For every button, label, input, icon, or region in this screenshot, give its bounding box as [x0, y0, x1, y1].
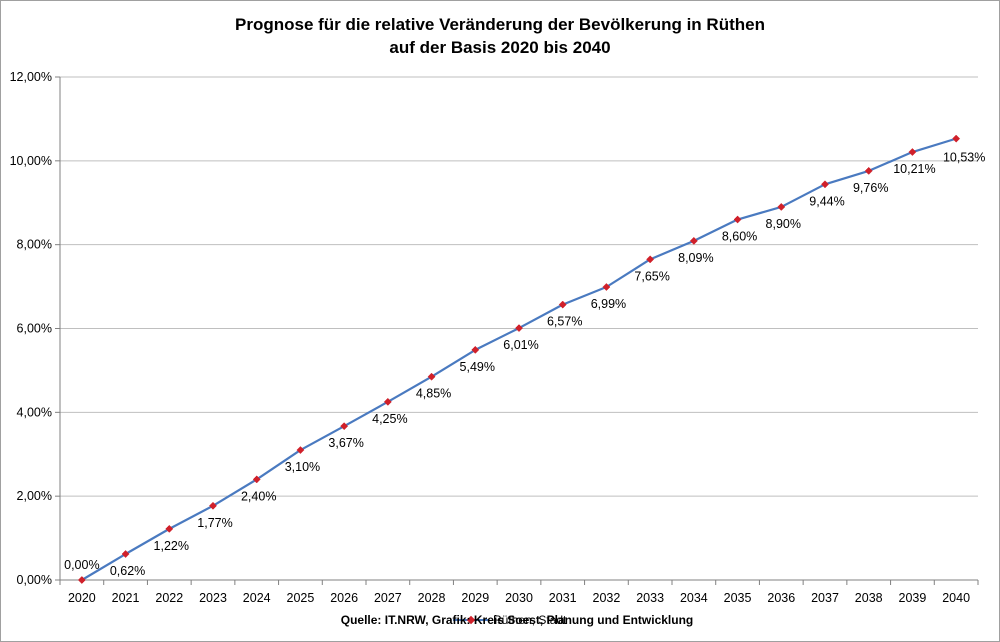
data-point-marker	[340, 422, 349, 431]
data-point-marker	[121, 550, 130, 558]
data-point-marker	[821, 180, 829, 189]
x-tick-label: 2022	[155, 591, 183, 605]
data-point-marker	[689, 236, 698, 245]
data-point-marker	[864, 166, 873, 175]
data-label: 5,49%	[460, 360, 495, 374]
data-label: 6,57%	[547, 315, 582, 329]
data-label: 2,40%	[241, 489, 276, 503]
x-tick-label: 2026	[330, 591, 358, 605]
y-tick-label: 4,00%	[17, 405, 52, 419]
legend-marker-swatch	[466, 615, 476, 625]
data-point-marker	[77, 576, 86, 584]
data-point-marker	[777, 202, 786, 211]
x-tick-label: 2037	[811, 591, 839, 605]
data-label: 7,65%	[634, 269, 669, 283]
x-tick-label: 2031	[549, 591, 577, 605]
x-tick-label: 2040	[942, 591, 970, 605]
y-tick-label: 0,00%	[17, 573, 52, 587]
data-point-marker	[296, 446, 305, 455]
x-tick-label: 2028	[418, 591, 446, 605]
data-label: 6,99%	[591, 297, 626, 311]
data-point-marker	[427, 372, 436, 381]
data-label: 3,67%	[328, 436, 363, 450]
data-point-marker	[383, 397, 392, 406]
axes	[59, 77, 979, 585]
legend-entry-label: Rüthen, Stadt	[493, 613, 567, 627]
source-note: Quelle: IT.NRW, Grafik: Kreis Soest, Pla…	[341, 613, 694, 627]
x-tick-label: 2039	[899, 591, 927, 605]
x-tick-label: 2036	[767, 591, 795, 605]
x-tick-label: 2038	[855, 591, 883, 605]
y-tick-labels: 0,00% 2,00% 4,00% 6,00% 8,00% 10,00% 12,00%	[10, 70, 52, 587]
data-label: 9,44%	[809, 194, 844, 208]
data-label: 6,01%	[503, 338, 538, 352]
x-tick-label: 2034	[680, 591, 708, 605]
data-label: 10,21%	[893, 162, 935, 176]
x-tick-label: 2025	[287, 591, 315, 605]
data-label: 1,22%	[154, 539, 189, 553]
series-markers	[77, 134, 961, 584]
x-tick-label: 2032	[593, 591, 621, 605]
x-tick-label: 2029	[461, 591, 489, 605]
data-label: 0,62%	[110, 564, 145, 578]
data-point-marker	[602, 283, 611, 291]
data-label: 1,77%	[197, 516, 232, 530]
data-point-marker	[515, 324, 523, 333]
data-label: 4,25%	[372, 412, 407, 426]
x-tick-labels: 2020 2021 2022 2023 2024 2025 2026 2027 2028 2029…	[68, 591, 970, 605]
x-tick-label: 2023	[199, 591, 227, 605]
data-point-marker	[209, 501, 217, 510]
y-tick-label: 2,00%	[17, 489, 52, 503]
data-point-marker	[471, 345, 480, 354]
x-tick-label: 2027	[374, 591, 402, 605]
data-point-marker	[646, 255, 655, 264]
x-tick-label: 2021	[112, 591, 140, 605]
data-point-marker	[733, 215, 742, 224]
x-tick-label: 2020	[68, 591, 96, 605]
y-tick-label: 8,00%	[17, 238, 52, 252]
data-label: 4,85%	[416, 387, 451, 401]
data-labels: 0,00% 0,62% 1,22% 1,77% 2,40% 3,10% 3,67% 4,25%…	[64, 151, 985, 578]
data-label: 0,00%	[64, 558, 99, 572]
data-point-marker	[252, 475, 261, 484]
data-label: 9,76%	[853, 181, 888, 195]
y-tick-label: 12,00%	[10, 70, 52, 84]
x-tick-label: 2033	[636, 591, 664, 605]
data-label: 10,53%	[943, 151, 985, 165]
y-tick-label: 6,00%	[17, 322, 52, 336]
y-tick-label: 10,00%	[10, 154, 52, 168]
legend: Rüthen, Stadt	[453, 613, 567, 627]
x-tick-label: 2035	[724, 591, 752, 605]
chart-title: Prognose für die relative Veränderung de…	[235, 15, 765, 34]
x-tick-label: 2024	[243, 591, 271, 605]
data-point-marker	[952, 134, 961, 143]
data-point-marker	[558, 300, 567, 309]
data-label: 3,10%	[285, 460, 320, 474]
data-point-marker	[165, 524, 174, 533]
data-label: 8,09%	[678, 251, 713, 265]
data-label: 8,90%	[766, 217, 801, 231]
chart-subtitle: auf der Basis 2020 bis 2040	[389, 38, 610, 57]
data-point-marker	[908, 148, 917, 156]
x-tick-label: 2030	[505, 591, 533, 605]
data-label: 8,60%	[722, 230, 757, 244]
